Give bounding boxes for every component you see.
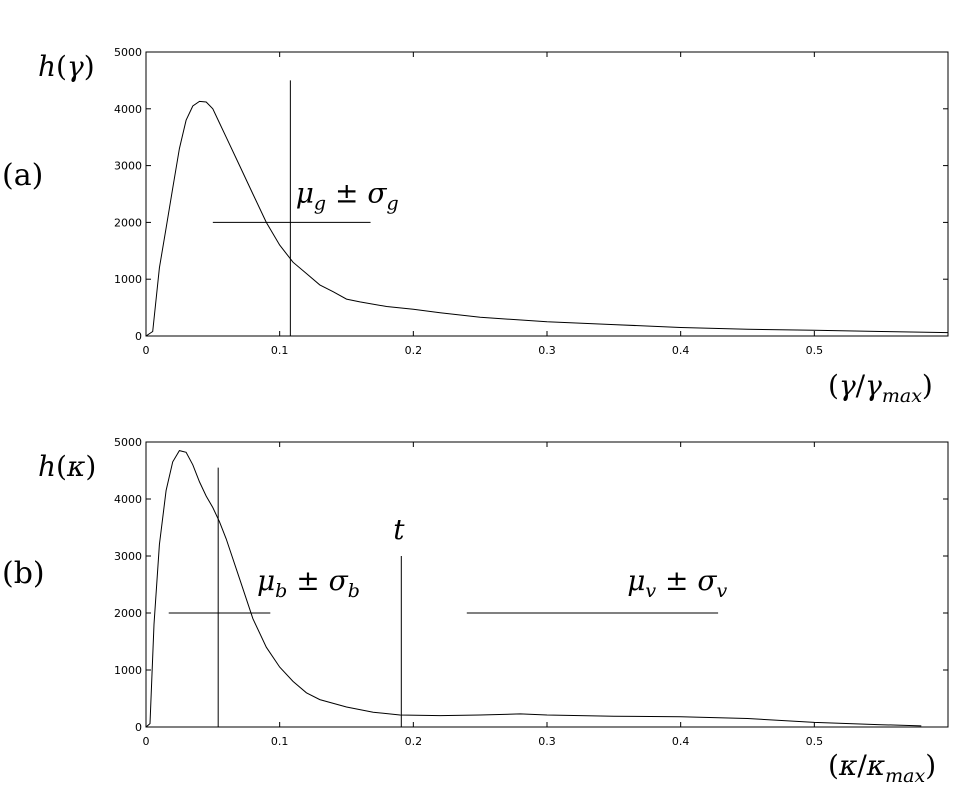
y-axis-label: h(κ) [38, 450, 96, 483]
histogram-line [145, 450, 922, 728]
y-tick-label: 4000 [114, 103, 142, 116]
annotation-text: μv ± σv [627, 564, 727, 602]
panel-label: (b) [2, 556, 45, 591]
x-tick-label: 0.1 [271, 735, 289, 748]
panel-b: 0 0.1 0.2 0.3 0.4 0.5 0 1000 2000 3000 4000 5000 μb … [2, 436, 949, 785]
annotation-text: μg ± σg [296, 177, 399, 215]
x-tick-label: 0 [143, 344, 150, 357]
x-tick-label: 0.2 [405, 735, 423, 748]
annotation-text: t [393, 513, 405, 546]
x-tick-label: 0.2 [405, 344, 423, 357]
y-tick-label: 4000 [114, 493, 142, 506]
x-tick-label: 0.5 [806, 735, 824, 748]
annotation-text: μb ± σb [257, 564, 360, 602]
x-tick-label: 0.4 [672, 735, 690, 748]
x-tick-label: 0.1 [271, 344, 289, 357]
y-tick-label: 0 [135, 330, 142, 343]
y-tick-label: 1000 [114, 273, 142, 286]
y-tick-label: 5000 [114, 46, 142, 59]
y-axis-label: h(γ) [38, 50, 95, 83]
x-axis-label: (γ/γmax) [828, 369, 933, 407]
y-tick-label: 2000 [114, 216, 142, 229]
histogram-line [145, 100, 949, 337]
x-tick-label: 0.5 [806, 344, 824, 357]
x-tick-label: 0.3 [538, 344, 556, 357]
x-tick-label: 0 [143, 735, 150, 748]
x-tick-label: 0.4 [672, 344, 690, 357]
y-tick-label: 3000 [114, 160, 142, 173]
x-tick-label: 0.3 [538, 735, 556, 748]
x-axis-label: (κ/κmax) [828, 749, 936, 785]
y-tick-label: 1000 [114, 664, 142, 677]
panel-label: (a) [2, 158, 43, 193]
plot-frame [145, 51, 949, 337]
y-tick-label: 3000 [114, 550, 142, 563]
panel-a: 0 0.1 0.2 0.3 0.4 0.5 0 1000 2000 3000 4000 5000 μg … [2, 46, 949, 407]
y-tick-label: 2000 [114, 607, 142, 620]
y-tick-label: 5000 [114, 436, 142, 449]
y-tick-label: 0 [135, 721, 142, 734]
